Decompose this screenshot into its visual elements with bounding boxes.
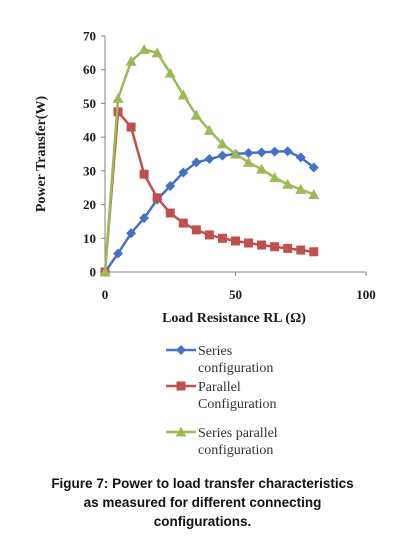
caption-line: Figure 7: Power to load transfer charact… bbox=[51, 476, 354, 491]
legend-label: configuration bbox=[198, 443, 273, 458]
data-point bbox=[126, 228, 137, 239]
data-point bbox=[295, 183, 307, 194]
data-point bbox=[295, 152, 306, 163]
data-point bbox=[308, 188, 320, 199]
data-point bbox=[151, 47, 163, 58]
data-point bbox=[191, 225, 201, 235]
data-point bbox=[243, 147, 254, 158]
y-tick-label: 30 bbox=[83, 163, 96, 178]
data-point bbox=[283, 243, 293, 253]
data-point bbox=[113, 248, 124, 259]
data-point bbox=[126, 122, 136, 132]
data-point bbox=[177, 89, 189, 100]
data-point bbox=[243, 156, 255, 167]
data-point bbox=[309, 247, 319, 257]
figure-caption: Figure 7: Power to load transfer charact… bbox=[10, 474, 395, 531]
legend-label: configuration bbox=[198, 361, 273, 376]
x-tick-label: 50 bbox=[229, 287, 242, 302]
data-point bbox=[308, 162, 319, 173]
y-tick-label: 0 bbox=[90, 265, 97, 280]
data-point bbox=[217, 233, 227, 243]
data-point bbox=[191, 157, 202, 168]
data-point bbox=[282, 146, 293, 157]
data-point bbox=[165, 208, 175, 218]
data-point bbox=[216, 138, 228, 149]
y-tick-label: 70 bbox=[83, 29, 96, 44]
y-tick-labels: 0 10 20 30 40 50 60 70 bbox=[83, 29, 105, 280]
legend-marker bbox=[176, 381, 186, 391]
legend-item: Series parallel configuration bbox=[166, 426, 278, 458]
data-point bbox=[190, 109, 202, 120]
data-point bbox=[203, 124, 215, 135]
data-point bbox=[256, 163, 268, 174]
series-triangle bbox=[99, 43, 320, 277]
x-tick-label: 100 bbox=[356, 287, 376, 302]
data-point bbox=[244, 238, 254, 248]
data-point bbox=[139, 213, 150, 224]
data-point bbox=[99, 266, 111, 277]
data-point bbox=[282, 178, 294, 189]
legend-marker bbox=[176, 345, 186, 355]
data-point bbox=[231, 236, 240, 246]
series-line bbox=[103, 150, 315, 273]
data-point bbox=[165, 181, 176, 192]
data-point bbox=[164, 67, 176, 78]
data-point bbox=[230, 148, 241, 159]
series-diamond bbox=[100, 146, 319, 277]
data-point bbox=[152, 193, 162, 203]
y-tick-label: 50 bbox=[83, 96, 96, 111]
y-tick-label: 40 bbox=[83, 130, 96, 145]
y-axis-title: Power Transfer(W) bbox=[34, 96, 49, 213]
legend-label: Series parallel bbox=[198, 426, 278, 441]
data-point bbox=[139, 169, 149, 179]
data-point bbox=[112, 92, 124, 103]
data-point bbox=[204, 154, 215, 165]
x-tick-label: 0 bbox=[102, 287, 109, 302]
data-point bbox=[125, 55, 137, 66]
legend-marker bbox=[175, 426, 187, 437]
caption-line: configurations. bbox=[153, 514, 252, 529]
legend-label: Configuration bbox=[198, 397, 277, 412]
y-tick-label: 60 bbox=[83, 62, 96, 77]
x-tick-labels: 0 50 100 bbox=[102, 272, 376, 302]
series-line bbox=[103, 110, 314, 273]
data-point bbox=[296, 245, 306, 255]
data-point bbox=[269, 172, 281, 183]
legend-item: Series configuration bbox=[166, 344, 273, 376]
series-layer bbox=[99, 43, 320, 277]
data-point bbox=[257, 240, 267, 250]
data-point bbox=[256, 147, 267, 158]
legend-item: Parallel Configuration bbox=[166, 380, 277, 412]
legend-label: Series bbox=[198, 344, 232, 359]
data-point bbox=[178, 218, 188, 228]
data-point bbox=[178, 167, 189, 178]
power-transfer-chart: 0 10 20 30 40 50 60 70 0 50 100 Power Transfer(W)… bbox=[34, 29, 376, 459]
data-point bbox=[138, 43, 150, 54]
x-axis-title: Load Resistance RL (Ω) bbox=[162, 311, 306, 326]
data-point bbox=[204, 230, 214, 240]
y-tick-label: 10 bbox=[83, 231, 96, 246]
chart-legend: Series configuration Parallel Configuration… bbox=[166, 344, 278, 458]
data-point bbox=[270, 242, 280, 252]
caption-line: as measured for different connecting bbox=[83, 495, 322, 510]
data-point bbox=[269, 146, 280, 157]
y-tick-label: 20 bbox=[83, 197, 96, 212]
legend-label: Parallel bbox=[198, 380, 241, 395]
data-point bbox=[217, 150, 228, 161]
